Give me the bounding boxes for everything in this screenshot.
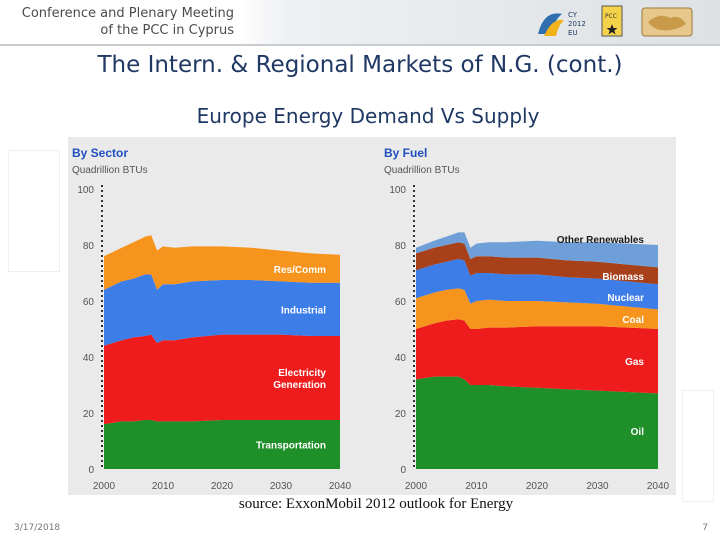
area-electricity-generation bbox=[104, 334, 340, 425]
x-tick-label: 2010 bbox=[465, 481, 488, 492]
series-label-res-comm: Res/Comm bbox=[274, 265, 326, 276]
y-tick-label: 0 bbox=[400, 465, 406, 476]
y-tick-label: 20 bbox=[395, 409, 407, 420]
series-label-biomass: Biomass bbox=[602, 272, 644, 283]
page-number: 7 bbox=[702, 523, 708, 533]
y-tick-label: 20 bbox=[83, 409, 95, 420]
area-transportation bbox=[104, 420, 340, 469]
series-label-industrial: Industrial bbox=[281, 305, 326, 316]
chart-title: By Sector bbox=[72, 146, 128, 160]
petroleum-board-logo bbox=[641, 7, 693, 37]
chart-title: By Fuel bbox=[384, 146, 427, 160]
chart-subtitle: Quadrillion BTUs bbox=[384, 165, 460, 176]
x-tick-label: 2020 bbox=[211, 481, 234, 492]
y-tick-label: 60 bbox=[83, 297, 95, 308]
chart-panel-by-sector: By Sector Quadrillion BTUs Transportation E… bbox=[72, 146, 352, 492]
x-tick-label: 2020 bbox=[526, 481, 549, 492]
chart-subtitle: Quadrillion BTUs bbox=[72, 165, 148, 176]
y-tick-label: 40 bbox=[83, 353, 95, 364]
area-nuclear bbox=[416, 259, 658, 310]
svg-text:2012: 2012 bbox=[568, 20, 586, 28]
area-other-renewables bbox=[416, 232, 658, 268]
series-label-electricity-generation: Electricity bbox=[278, 368, 326, 379]
cyprus-presidency-logo: CY 2012 EU bbox=[538, 11, 586, 37]
svg-text:PCC: PCC bbox=[605, 13, 617, 20]
header-banner bbox=[0, 0, 720, 46]
area-res-comm bbox=[104, 235, 340, 290]
conference-title-line1: Conference and Plenary Meeting bbox=[21, 6, 234, 21]
series-label-electricity-generation: Generation bbox=[273, 380, 326, 391]
y-tick-label: 40 bbox=[395, 353, 407, 364]
x-tick-label: 2030 bbox=[270, 481, 293, 492]
chart-image: By Sector Quadrillion BTUs Transportation E… bbox=[68, 137, 676, 495]
slide-subtitle: Europe Energy Demand Vs Supply bbox=[196, 104, 540, 128]
svg-text:CY: CY bbox=[568, 11, 578, 19]
area-industrial bbox=[104, 274, 340, 346]
area-gas bbox=[416, 319, 658, 394]
x-tick-label: 2040 bbox=[647, 481, 670, 492]
x-tick-label: 2000 bbox=[405, 481, 428, 492]
series-label-coal: Coal bbox=[622, 315, 644, 326]
pcc-logo: PCC bbox=[601, 5, 623, 37]
svg-text:EU: EU bbox=[568, 29, 578, 37]
area-coal bbox=[416, 288, 658, 329]
x-tick-label: 2030 bbox=[586, 481, 609, 492]
x-tick-label: 2010 bbox=[152, 481, 175, 492]
background-decoration bbox=[682, 390, 714, 502]
x-tick-label: 2000 bbox=[93, 481, 116, 492]
source-caption: source: ExxonMobil 2012 outlook for Ener… bbox=[238, 496, 514, 512]
slide-title: The Intern. & Regional Markets of N.G. (… bbox=[97, 52, 623, 78]
footer-date: 3/17/2018 bbox=[14, 523, 61, 533]
area-oil bbox=[416, 376, 658, 469]
series-label-transportation: Transportation bbox=[256, 441, 326, 452]
background-decoration bbox=[8, 150, 60, 272]
y-tick-label: 60 bbox=[395, 297, 407, 308]
y-tick-label: 80 bbox=[395, 241, 407, 252]
y-tick-label: 0 bbox=[88, 465, 94, 476]
series-label-other-renewables: Other Renewables bbox=[557, 235, 645, 246]
chart-panel-by-fuel: By Fuel Quadrillion BTUs Oil Gas Coal Nuclear… bbox=[384, 146, 670, 492]
series-label-nuclear: Nuclear bbox=[607, 293, 644, 304]
y-tick-label: 100 bbox=[389, 185, 406, 196]
series-label-oil: Oil bbox=[631, 427, 645, 438]
y-tick-label: 100 bbox=[77, 185, 94, 196]
series-label-gas: Gas bbox=[625, 357, 644, 368]
energy-demand-charts: By Sector Quadrillion BTUs Transportation E… bbox=[72, 146, 670, 492]
y-tick-label: 80 bbox=[83, 241, 95, 252]
area-biomass bbox=[416, 242, 658, 285]
x-tick-label: 2040 bbox=[329, 481, 352, 492]
conference-title-line2: of the PCC in Cyprus bbox=[100, 23, 234, 38]
conference-title: Conference and Plenary Meeting of the PC… bbox=[22, 5, 234, 39]
